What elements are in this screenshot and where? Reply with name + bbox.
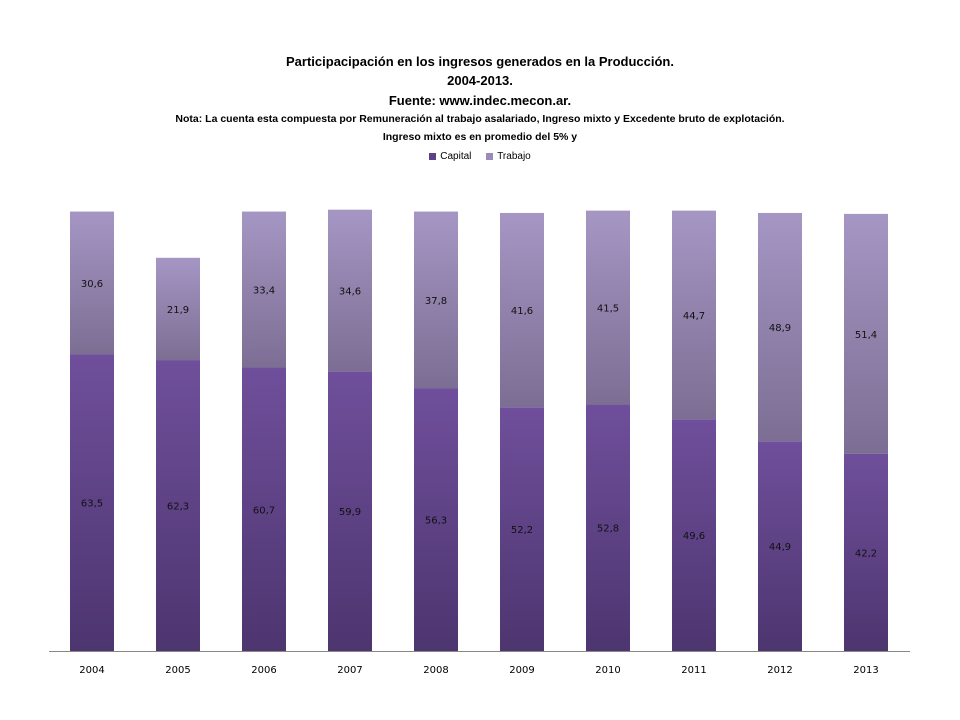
legend-swatch-capital bbox=[429, 153, 437, 160]
bar-trabajo-2010 bbox=[586, 210, 630, 405]
data-label-trabajo-2010: 41,5 bbox=[597, 304, 619, 315]
data-label-capital-2013: 42,2 bbox=[855, 548, 877, 559]
x-tick-label-2005: 2005 bbox=[165, 665, 190, 676]
x-tick-label-2010: 2010 bbox=[595, 665, 620, 676]
bar-trabajo-2006 bbox=[242, 211, 286, 368]
chart-subtitle-years: 2004-2013. bbox=[447, 73, 513, 88]
x-tick-label-2013: 2013 bbox=[853, 665, 878, 676]
bar-capital-2010 bbox=[586, 404, 630, 651]
legend: Capital Trabajo bbox=[0, 151, 960, 163]
bar-trabajo-2005 bbox=[156, 257, 200, 361]
data-label-trabajo-2008: 37,8 bbox=[425, 296, 447, 307]
bar-capital-2004 bbox=[70, 354, 114, 651]
legend-label-capital: Capital bbox=[440, 151, 472, 162]
data-label-capital-2011: 49,6 bbox=[683, 531, 705, 542]
chart-source: Fuente: www.indec.mecon.ar. bbox=[388, 93, 572, 108]
bar-capital-2006 bbox=[242, 367, 286, 651]
bar-capital-2012 bbox=[758, 441, 802, 651]
bar-trabajo-2011 bbox=[672, 210, 716, 420]
chart-note-2: Ingreso mixto es en promedio del 5% y bbox=[382, 131, 578, 143]
bar-trabajo-2008 bbox=[414, 211, 458, 389]
data-label-trabajo-2004: 30,6 bbox=[81, 279, 103, 290]
data-label-trabajo-2012: 48,9 bbox=[769, 323, 791, 334]
x-tick-label-2011: 2011 bbox=[681, 665, 706, 676]
legend-item-trabajo: Trabajo bbox=[486, 151, 531, 162]
data-label-capital-2005: 62,3 bbox=[167, 502, 189, 513]
x-tick-label-2006: 2006 bbox=[251, 665, 276, 676]
bar-trabajo-2009 bbox=[500, 212, 544, 408]
bar-capital-2005 bbox=[156, 360, 200, 651]
legend-item-capital: Capital bbox=[429, 151, 471, 162]
x-tick-label-2012: 2012 bbox=[767, 665, 792, 676]
legend-swatch-trabajo bbox=[486, 153, 494, 160]
data-label-capital-2009: 52,2 bbox=[511, 525, 533, 536]
chart-note: Nota: La cuenta esta compuesta por Remun… bbox=[175, 113, 785, 125]
data-label-capital-2007: 59,9 bbox=[339, 507, 361, 518]
data-label-capital-2004: 63,5 bbox=[81, 499, 103, 510]
bar-capital-2013 bbox=[844, 453, 888, 651]
data-label-trabajo-2009: 41,6 bbox=[511, 306, 533, 317]
bar-trabajo-2004 bbox=[70, 211, 114, 355]
data-label-trabajo-2007: 34,6 bbox=[339, 286, 361, 297]
bar-capital-2007 bbox=[328, 371, 372, 651]
data-label-trabajo-2005: 21,9 bbox=[167, 305, 189, 316]
data-label-trabajo-2013: 51,4 bbox=[855, 330, 877, 341]
bar-capital-2011 bbox=[672, 419, 716, 651]
x-tick-label-2008: 2008 bbox=[423, 665, 448, 676]
bar-capital-2008 bbox=[414, 388, 458, 651]
data-label-capital-2006: 60,7 bbox=[253, 505, 275, 516]
bar-capital-2009 bbox=[500, 407, 544, 651]
data-label-trabajo-2006: 33,4 bbox=[253, 286, 275, 297]
data-label-capital-2008: 56,3 bbox=[425, 516, 447, 527]
x-tick-label-2009: 2009 bbox=[509, 665, 534, 676]
data-label-capital-2012: 44,9 bbox=[769, 542, 791, 553]
data-label-trabajo-2011: 44,7 bbox=[683, 311, 705, 322]
data-label-capital-2010: 52,8 bbox=[597, 524, 619, 535]
legend-label-trabajo: Trabajo bbox=[497, 151, 531, 162]
x-tick-label-2004: 2004 bbox=[79, 665, 104, 676]
bar-trabajo-2013 bbox=[844, 213, 888, 454]
chart-title: Participacipación en los ingresos genera… bbox=[286, 54, 674, 69]
bar-trabajo-2012 bbox=[758, 212, 802, 442]
bar-trabajo-2007 bbox=[328, 209, 372, 372]
x-tick-label-2007: 2007 bbox=[337, 665, 362, 676]
